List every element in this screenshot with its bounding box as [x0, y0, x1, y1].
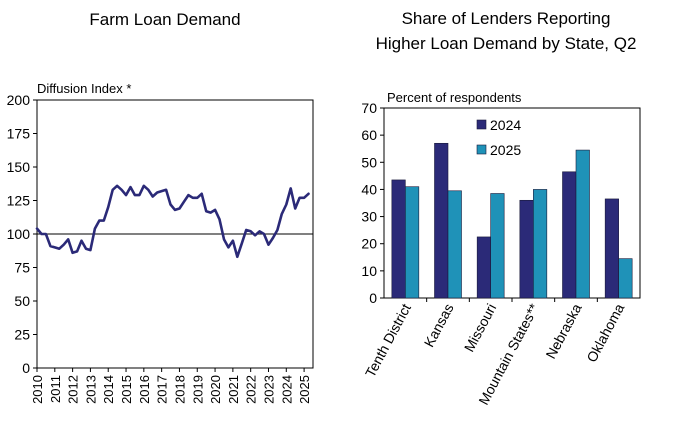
- x-tick-label: 2017: [155, 375, 170, 404]
- x-tick-label: 2020: [208, 375, 223, 404]
- legend-swatch: [476, 119, 487, 130]
- x-tick-label: 2024: [279, 375, 294, 404]
- x-tick-label: 2023: [261, 375, 276, 404]
- bar-chart-y-axis: 0 10 20 30 40 50 60 70: [361, 100, 384, 306]
- y-tick-label: 30: [361, 209, 377, 225]
- y-tick-label: 50: [361, 154, 377, 170]
- bar-2025: [490, 193, 505, 299]
- y-tick-label: 60: [361, 127, 377, 143]
- line-chart-x-axis: 2010 2011 2012 2013 2014 2015 2016 2017 2018 2019…: [30, 368, 312, 404]
- bar-2025: [575, 149, 590, 299]
- bar-chart-ylabel: Percent of respondents: [387, 90, 522, 105]
- bar-2025: [618, 258, 633, 299]
- x-tick-label: 2025: [297, 375, 312, 404]
- line-chart-y-axis: 0 25 50 75 100 125 150 175 200: [7, 92, 37, 376]
- x-tick-label: 2013: [83, 375, 98, 404]
- bar-2025: [447, 190, 462, 299]
- x-tick-label: 2019: [190, 375, 205, 404]
- x-tick-label: Missouri: [461, 301, 500, 355]
- y-tick-label: 40: [361, 181, 377, 197]
- bar-2024: [604, 198, 619, 299]
- y-tick-label: 175: [7, 126, 31, 142]
- x-tick-label: Kansas: [421, 301, 457, 350]
- bar-2025: [533, 189, 548, 299]
- y-tick-label: 20: [361, 236, 377, 252]
- x-tick-label: Oklahoma: [583, 301, 627, 365]
- x-tick-label: Tenth District: [362, 301, 414, 380]
- legend-swatch: [476, 144, 487, 155]
- legend-label: 2024: [490, 117, 521, 133]
- bar-2024: [434, 142, 449, 299]
- bar-chart-plot-area: [383, 107, 641, 299]
- y-tick-label: 200: [7, 92, 31, 108]
- y-tick-label: 0: [22, 360, 30, 376]
- line-chart: Farm Loan Demand Diffusion Index * 0 25 50…: [7, 10, 314, 404]
- bar-2024: [476, 236, 491, 299]
- x-tick-label: 2018: [172, 375, 187, 404]
- legend-label: 2025: [490, 142, 521, 158]
- x-tick-label: Nebraska: [542, 301, 584, 362]
- x-tick-label: 2011: [48, 375, 63, 403]
- x-tick-label: 2014: [101, 375, 116, 404]
- x-tick-label: 2021: [226, 375, 241, 404]
- bar-2024: [391, 179, 406, 299]
- y-tick-label: 150: [7, 159, 31, 175]
- x-tick-label: 2022: [244, 375, 259, 404]
- line-chart-ylabel: Diffusion Index *: [37, 81, 131, 96]
- x-tick-label: 2012: [66, 375, 81, 404]
- y-tick-label: 100: [7, 226, 31, 242]
- bar-chart-legend: 2024 2025: [476, 117, 521, 158]
- y-tick-label: 10: [361, 263, 377, 279]
- y-tick-label: 50: [14, 293, 30, 309]
- bar-2024: [562, 171, 577, 299]
- x-tick-label: 2015: [119, 375, 134, 404]
- bar-2024: [519, 199, 534, 299]
- y-tick-label: 75: [14, 260, 30, 276]
- y-tick-label: 70: [361, 100, 377, 116]
- bar-2025: [405, 186, 420, 299]
- bar-chart-title-line-1: Share of Lenders Reporting: [402, 9, 611, 28]
- series-line: [35, 184, 310, 259]
- y-tick-label: 25: [14, 327, 30, 343]
- line-chart-series-group: [35, 184, 310, 259]
- y-tick-label: 0: [369, 290, 377, 306]
- bar-chart: Share of Lenders Reporting Higher Loan D…: [361, 9, 641, 407]
- x-tick-label: 2010: [30, 375, 45, 404]
- x-tick-label: 2016: [137, 375, 152, 404]
- bar-chart-bars-group: [391, 142, 633, 299]
- y-tick-label: 125: [7, 193, 31, 209]
- line-chart-title: Farm Loan Demand: [89, 10, 240, 29]
- bar-chart-title-line-2: Higher Loan Demand by State, Q2: [376, 34, 637, 53]
